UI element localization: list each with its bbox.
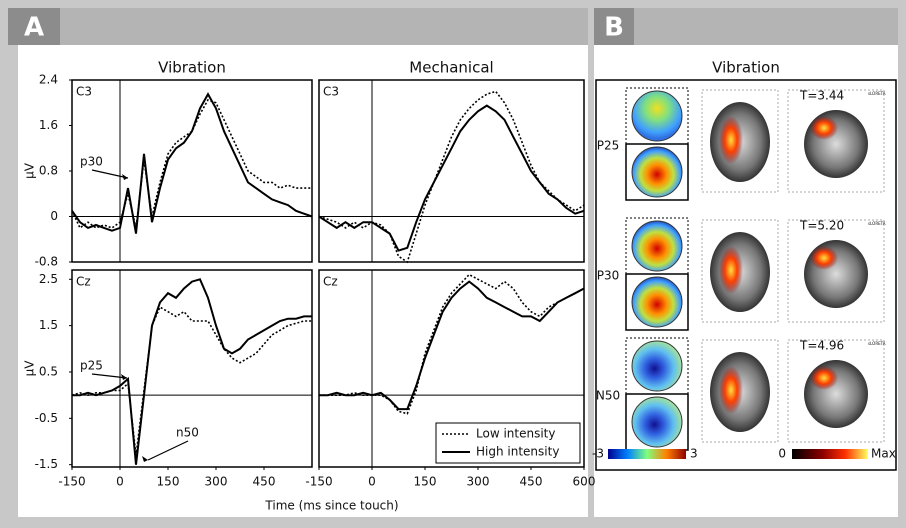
activation <box>810 366 838 390</box>
x-tick-label: 600 <box>573 475 596 489</box>
activation <box>810 116 838 140</box>
x-tick-label: 300 <box>205 475 228 489</box>
annotation-arrow <box>91 169 129 179</box>
activation <box>719 116 743 164</box>
x-tick-label: 150 <box>157 475 180 489</box>
header-bar <box>8 8 588 45</box>
channel-label: C3 <box>76 85 92 99</box>
component-label: P25 <box>597 139 620 153</box>
topomap <box>631 220 683 272</box>
activation <box>719 246 743 294</box>
y-tick-label: -0.5 <box>35 411 58 425</box>
panel-b-content: Vibration P25 T=3.44 sLORETA P30 T=5.20 sLORE… <box>592 59 897 471</box>
series-line <box>319 280 585 411</box>
stat-label: T=3.44 <box>799 89 844 103</box>
label-box <box>594 8 634 45</box>
brain-frame <box>701 89 779 193</box>
y-tick-label: 0.8 <box>39 164 58 178</box>
brain-frame <box>701 339 779 443</box>
channel-label: Cz <box>323 275 338 289</box>
topomap <box>631 340 683 392</box>
x-tick-label: 0 <box>116 475 124 489</box>
component-label: N50 <box>596 389 620 403</box>
y-axis-label: μV <box>23 162 37 179</box>
activation <box>810 246 838 270</box>
brain-frame <box>787 339 885 443</box>
plot-frame <box>71 269 313 468</box>
x-tick-label: 150 <box>414 475 437 489</box>
channel-label: C3 <box>323 85 339 99</box>
legend-label: High intensity <box>476 445 559 459</box>
stat-label: T=4.96 <box>799 339 844 353</box>
topo-frame <box>625 143 689 201</box>
topomap <box>631 90 683 142</box>
source-colorbar <box>792 449 868 459</box>
y-tick-label: -0.8 <box>35 255 58 269</box>
source-scale-max: Max <box>871 447 896 461</box>
chart-title: Mechanical <box>409 59 493 77</box>
y-tick-label: 0 <box>50 209 58 223</box>
annotation: p25 <box>80 359 103 373</box>
annotation: n50 <box>176 426 199 440</box>
component-label: P30 <box>597 269 620 283</box>
x-tick-label: -150 <box>58 475 85 489</box>
y-tick-label: -1.5 <box>35 457 58 471</box>
x-tick-label: 450 <box>253 475 276 489</box>
y-tick-label: 2.4 <box>39 73 58 87</box>
series-line <box>71 92 313 234</box>
topomap <box>631 276 683 328</box>
chart-title: Vibration <box>158 59 226 77</box>
legend-label: Low intensity <box>476 427 555 441</box>
topo-scale-min: -3 <box>592 447 604 461</box>
activation <box>719 366 743 414</box>
y-tick-label: 0.5 <box>39 364 58 378</box>
label-box <box>8 8 60 45</box>
topomap <box>631 146 683 198</box>
topomap <box>631 396 683 448</box>
series-line <box>318 104 585 252</box>
y-axis-label: μV <box>23 360 37 377</box>
channel-label: Cz <box>76 275 91 289</box>
series-line <box>72 278 312 465</box>
brain-frame <box>701 219 779 323</box>
panel-b-title: Vibration <box>712 59 780 77</box>
panel-label: B <box>604 13 624 43</box>
topo-colorbar <box>608 449 686 459</box>
software-label: sLORETA <box>868 91 886 96</box>
x-tick-label: 300 <box>467 475 490 489</box>
plot-frame <box>318 79 585 263</box>
plot-frame <box>318 269 585 468</box>
software-label: sLORETA <box>868 221 886 226</box>
x-tick-label: 0 <box>368 475 376 489</box>
annotation-arrow <box>91 373 128 379</box>
x-tick-label: 450 <box>520 475 543 489</box>
x-tick-label: -150 <box>305 475 332 489</box>
y-tick-label: 1.6 <box>39 118 58 132</box>
topo-frame <box>625 273 689 331</box>
panel-label: A <box>24 13 44 43</box>
annotation: p30 <box>80 155 103 169</box>
source-scale-min: 0 <box>778 447 786 461</box>
header-bar <box>594 8 898 45</box>
arrow-head <box>142 456 148 462</box>
y-tick-label: 1.5 <box>39 318 58 332</box>
annotation-arrow <box>147 440 189 461</box>
series-line <box>319 273 585 415</box>
software-label: sLORETA <box>868 341 886 346</box>
arrow-head <box>121 374 127 380</box>
brain-frame <box>787 219 885 323</box>
x-axis-label: Time (ms since touch) <box>264 499 398 513</box>
stat-label: T=5.20 <box>799 219 844 233</box>
panel-b-frame <box>595 79 897 471</box>
topo-scale-max: 3 <box>690 447 698 461</box>
series-line <box>71 98 312 230</box>
legend-box <box>435 422 581 464</box>
y-tick-label: 2.5 <box>39 272 58 286</box>
arrow-head <box>122 174 128 180</box>
brain-frame <box>787 89 885 193</box>
